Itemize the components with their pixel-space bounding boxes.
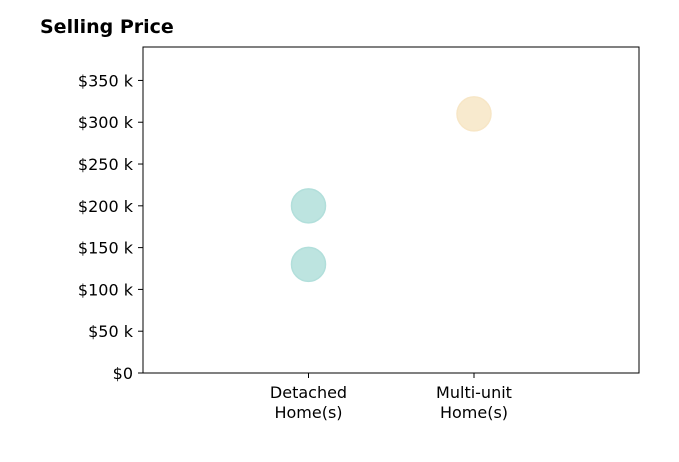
y-tick-label: $300 k bbox=[78, 113, 134, 132]
x-tick-label: Multi-unit Home(s) bbox=[436, 383, 512, 422]
data-point bbox=[290, 246, 327, 283]
plot-area-frame bbox=[142, 46, 640, 374]
data-point bbox=[290, 188, 327, 224]
y-tick-label: $50 k bbox=[88, 322, 134, 341]
y-tick-label: $150 k bbox=[78, 239, 134, 258]
y-tick-label: $350 k bbox=[78, 71, 134, 90]
y-tick-label: $100 k bbox=[78, 280, 134, 299]
y-tick-label: $200 k bbox=[78, 197, 134, 216]
y-tick-label: $250 k bbox=[78, 155, 134, 174]
x-tick-label: Detached Home(s) bbox=[270, 383, 347, 422]
data-point bbox=[456, 96, 492, 132]
y-tick-label: $0 bbox=[113, 364, 133, 383]
chart-title: Selling Price bbox=[40, 16, 174, 38]
